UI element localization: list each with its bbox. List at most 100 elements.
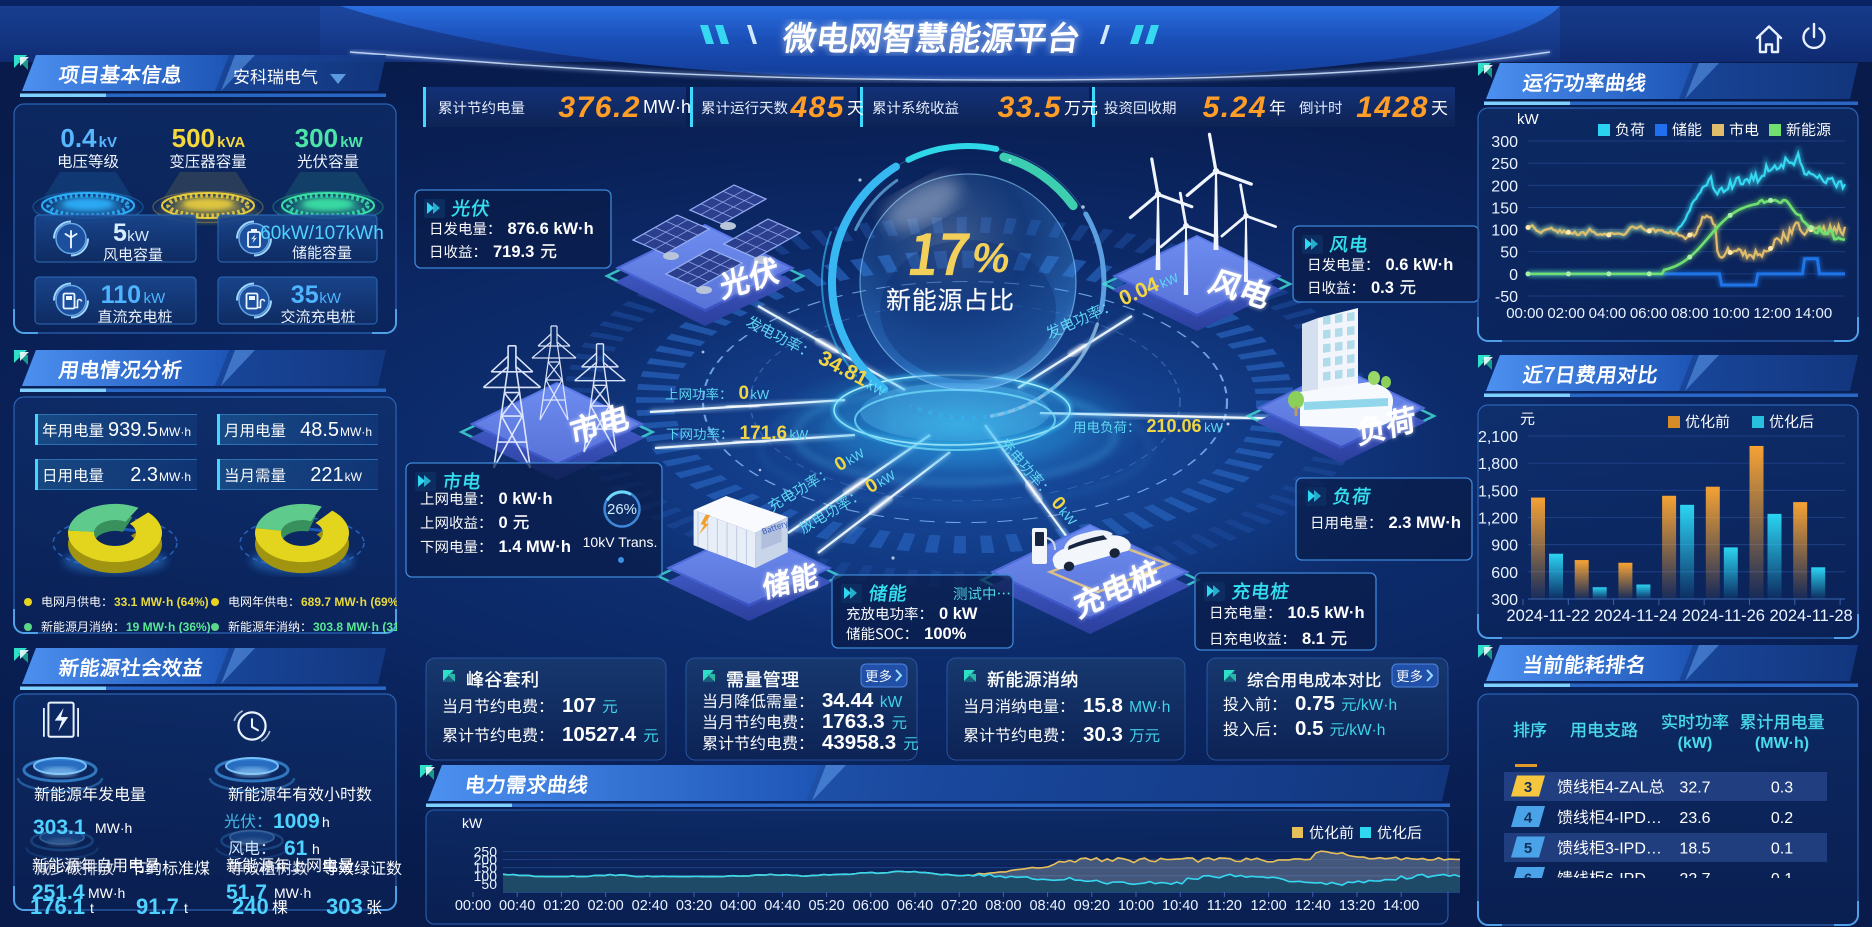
svg-text:19 MW·h (36%): 19 MW·h (36%) (126, 620, 211, 634)
svg-text:10.5 kW·h: 10.5 kW·h (1288, 604, 1365, 622)
svg-text:30.3: 30.3 (1083, 723, 1123, 746)
svg-text:240: 240 (232, 894, 269, 919)
svg-text:1009: 1009 (273, 810, 320, 833)
svg-text:kW: kW (127, 228, 150, 245)
svg-text:MW·h: MW·h (274, 885, 311, 901)
svg-text:1,800: 1,800 (1478, 456, 1518, 473)
svg-text:MW·h: MW·h (159, 425, 191, 439)
svg-text:MW·h: MW·h (88, 885, 125, 901)
svg-text:kW: kW (340, 134, 363, 151)
svg-text:50: 50 (1500, 245, 1518, 262)
svg-text:2024-11-28: 2024-11-28 (1770, 607, 1853, 625)
svg-text:32.7: 32.7 (1679, 780, 1710, 797)
svg-text:0.5: 0.5 (1295, 717, 1324, 740)
svg-text:900: 900 (1491, 538, 1518, 555)
svg-text:(MW·h): (MW·h) (1755, 735, 1809, 752)
svg-text:210.06: 210.06 (1147, 416, 1202, 436)
svg-text:176.1: 176.1 (30, 894, 85, 919)
svg-text:10kV Trans.: 10kV Trans. (583, 534, 658, 550)
svg-text:150: 150 (474, 860, 498, 876)
svg-text:t: t (90, 900, 94, 916)
svg-text:34.44: 34.44 (822, 689, 874, 712)
svg-text:0 kW·h: 0 kW·h (499, 490, 553, 508)
svg-text:2,100: 2,100 (1478, 429, 1518, 446)
svg-text:12:00: 12:00 (1753, 305, 1791, 322)
svg-text:303: 303 (326, 894, 363, 919)
svg-text:MW·h: MW·h (95, 820, 132, 836)
svg-text:4-IPD…: 4-IPD… (1605, 810, 1662, 827)
svg-text:250: 250 (1491, 156, 1518, 173)
svg-text:kV: kV (99, 134, 117, 151)
svg-text:kW: kW (1158, 270, 1182, 292)
svg-text:2.3 MW·h: 2.3 MW·h (1389, 514, 1461, 532)
svg-text:221: 221 (310, 464, 343, 486)
svg-text:719.3: 719.3 (493, 243, 534, 261)
svg-text:22.7: 22.7 (1679, 871, 1710, 888)
svg-text:2024-11-24: 2024-11-24 (1594, 607, 1677, 625)
svg-text:0.2: 0.2 (1771, 810, 1793, 827)
svg-text:11:20: 11:20 (1207, 898, 1242, 914)
svg-text:35: 35 (291, 281, 319, 309)
svg-text:kW: kW (1517, 111, 1540, 128)
svg-text:10:40: 10:40 (1162, 898, 1198, 914)
svg-text:%: % (972, 234, 1009, 281)
svg-text:MW·h: MW·h (159, 470, 191, 484)
svg-text:600: 600 (1491, 565, 1518, 582)
svg-text:0: 0 (499, 514, 508, 532)
svg-text:250: 250 (474, 844, 498, 860)
svg-text:1,500: 1,500 (1478, 483, 1518, 500)
svg-text:02:00: 02:00 (587, 898, 623, 914)
svg-text:h: h (312, 841, 320, 857)
svg-text:09:20: 09:20 (1074, 898, 1110, 914)
svg-text:-50: -50 (1495, 289, 1518, 306)
svg-text:14:00: 14:00 (1383, 898, 1419, 914)
svg-text:33.5: 33.5 (998, 91, 1062, 124)
svg-text:0.1: 0.1 (1771, 871, 1793, 888)
svg-text:4-ZAL: 4-ZAL (1605, 780, 1649, 797)
svg-text:kW: kW (750, 387, 770, 402)
svg-text:2024-11-26: 2024-11-26 (1682, 607, 1765, 625)
svg-text:91.7: 91.7 (136, 894, 179, 919)
svg-text:kW: kW (1204, 420, 1224, 435)
svg-text:kVA: kVA (217, 134, 245, 151)
svg-text:1763.3: 1763.3 (822, 710, 885, 733)
svg-text:48.5: 48.5 (300, 419, 339, 441)
svg-text:t: t (184, 900, 188, 916)
svg-text:MW·h: MW·h (340, 425, 372, 439)
svg-text:04:00: 04:00 (720, 898, 756, 914)
svg-text:0: 0 (739, 383, 750, 404)
svg-text:303.1: 303.1 (33, 816, 86, 839)
svg-text:/kW·h: /kW·h (1357, 697, 1397, 714)
svg-text:06:00: 06:00 (1630, 305, 1668, 322)
svg-text:00:40: 00:40 (499, 898, 535, 914)
svg-text:15.8: 15.8 (1083, 694, 1123, 717)
svg-text:12:40: 12:40 (1295, 898, 1331, 914)
svg-text:0.3: 0.3 (1771, 780, 1793, 797)
svg-text:6: 6 (1524, 871, 1532, 888)
svg-text:kW: kW (319, 290, 342, 307)
svg-text:10527.4: 10527.4 (562, 723, 637, 746)
svg-text:08:00: 08:00 (985, 898, 1021, 914)
svg-text:51.7: 51.7 (226, 881, 267, 904)
svg-text:14:00: 14:00 (1795, 305, 1833, 322)
svg-text:500: 500 (172, 123, 215, 153)
svg-text:60kW/107kWh: 60kW/107kWh (260, 223, 384, 244)
svg-text:08:40: 08:40 (1029, 898, 1065, 914)
svg-text:0.4: 0.4 (60, 123, 97, 153)
svg-text:689.7 MW·h (69%): 689.7 MW·h (69%) (301, 595, 402, 609)
svg-text:8.1: 8.1 (1302, 630, 1325, 648)
svg-text:04:00: 04:00 (1589, 305, 1627, 322)
svg-text:61: 61 (284, 837, 308, 860)
svg-text:10:00: 10:00 (1118, 898, 1154, 914)
svg-text:18.5: 18.5 (1679, 841, 1710, 858)
svg-text:50: 50 (481, 876, 497, 892)
svg-text:/kW·h: /kW·h (1345, 722, 1385, 739)
svg-text:100%: 100% (924, 625, 967, 643)
svg-text:303.8 MW·h (31%): 303.8 MW·h (31%) (313, 620, 414, 634)
svg-text:1,200: 1,200 (1478, 510, 1518, 527)
svg-text:1428: 1428 (1356, 91, 1429, 124)
svg-text:300: 300 (295, 123, 338, 153)
svg-text:kW: kW (345, 470, 363, 484)
svg-text:0 kW: 0 kW (939, 605, 978, 623)
svg-text:12:00: 12:00 (1250, 898, 1286, 914)
